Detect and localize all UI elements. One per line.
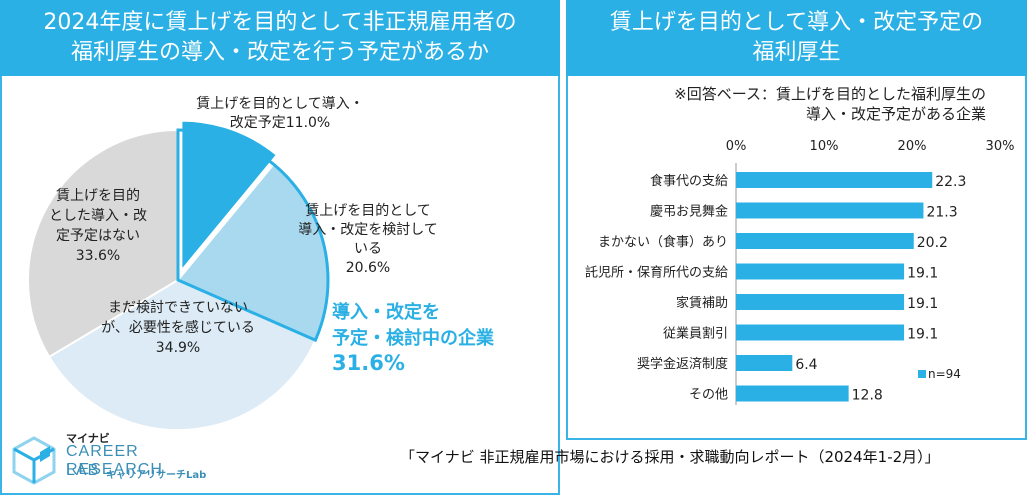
bar-value-label-7: 12.8 (852, 388, 883, 404)
bar-tick-label-3: 30% (986, 139, 1015, 154)
brand-logo: マイナビ CAREER RESEARCH LAB キャリアリサーチLab (10, 430, 240, 490)
pie-label-3-line-0: 賃上げを目的 (56, 188, 140, 204)
logo-brand-small: マイナビ (66, 432, 110, 445)
left-title-line2: 福利厚生の導入・改定を行う予定があるか (70, 40, 489, 65)
bar-4 (736, 294, 905, 310)
bar-category-label-2: まかない（食事）あり (598, 234, 728, 250)
bar-value-label-3: 19.1 (907, 266, 938, 282)
bar-2 (736, 233, 914, 249)
legend-label: n=94 (928, 367, 961, 381)
pie-label-1-line-3: 20.6% (346, 260, 390, 276)
left-panel-title: 2024年度に賃上げを目的として非正規雇用者の 福利厚生の導入・改定を行う予定が… (0, 0, 560, 76)
pie-label-0-line-1: 改定予定11.0% (230, 115, 330, 131)
bar-0 (736, 172, 933, 188)
pie-label-1-line-2: いる (354, 241, 382, 257)
pie-label-3-line-2: 定予定はない (56, 228, 140, 244)
bar-tick-label-0: 0% (726, 139, 747, 154)
logo-sub: キャリアリサーチLab (106, 470, 207, 481)
bar-category-label-4: 家賃補助 (676, 295, 728, 311)
bar-7 (736, 385, 849, 402)
bar-value-label-5: 19.1 (907, 327, 938, 343)
bar-note-line-0: ※回答ベース：賃上げを目的とした福利厚生の (674, 85, 986, 103)
pie-label-1-line-0: 賃上げを目的として (305, 203, 431, 219)
pie-slice-3 (27, 128, 179, 359)
bar-3 (736, 263, 905, 280)
pie-label-2-line-2: 34.9% (156, 340, 200, 356)
bar-5 (736, 324, 905, 341)
pie-slice-0 (180, 119, 279, 274)
logo-main-line2: LAB (66, 462, 100, 479)
pie-label-2-line-1: が、必要性を感じている (101, 319, 255, 336)
pie-annotation-line-1: 予定・検討中の企業 (332, 327, 495, 349)
bar-value-label-0: 22.3 (935, 174, 966, 190)
source-citation: 「マイナビ 非正規雇用市場における採用・求職動向レポート（2024年1-2月）」 (400, 448, 940, 466)
right-panel-title: 賃上げを目的として導入・改定予定の 福利厚生 (566, 0, 1027, 76)
bar-value-label-2: 20.2 (917, 235, 948, 251)
cube-logo-icon (12, 436, 56, 485)
pie-label-0-line-0: 賃上げを目的として導入・ (196, 96, 364, 112)
logo-main-line1: CAREER RESEARCH (66, 443, 163, 478)
pie-annotation-line-0: 導入・改定を (332, 301, 440, 323)
legend-swatch (918, 370, 926, 378)
bar-category-label-3: 託児所・保育所代の支給 (585, 265, 728, 281)
pie-label-3-line-3: 33.6% (76, 248, 120, 264)
bar-category-label-1: 慶弔お見舞金 (650, 204, 728, 220)
pie-chart: 賃上げを目的として導入・改定予定11.0% 賃上げを目的として導入・改定を検討して… (27, 96, 495, 431)
bar-tick-label-2: 20% (898, 139, 927, 154)
bar-tick-label-1: 10% (810, 139, 839, 154)
pie-label-3-line-1: とした導入・改 (49, 208, 147, 224)
pie-highlight-outline (176, 128, 330, 343)
bar-6 (736, 355, 793, 371)
pie-label-1-line-1: 導入・改定を検討して (298, 222, 438, 238)
right-title-line2: 福利厚生 (752, 40, 841, 65)
bar-value-label-1: 21.3 (926, 205, 957, 221)
bar-category-label-0: 食事代の支給 (650, 173, 728, 189)
pie-annotation-line-2: 31.6% (332, 351, 405, 375)
bar-note-line-1: 導入・改定予定がある企業 (806, 105, 986, 123)
bar-category-label-6: 奨学金返済制度 (637, 356, 728, 372)
right-title-line1: 賃上げを目的として導入・改定予定の (609, 10, 984, 35)
pie-label-2-line-0: まだ検討できていない (108, 300, 248, 316)
left-title-line1: 2024年度に賃上げを目的として非正規雇用者の (43, 10, 517, 35)
bar-category-label-7: その他 (689, 388, 728, 403)
bar-category-label-5: 従業員割引 (663, 326, 728, 342)
bar-1 (736, 202, 924, 219)
bar-value-label-4: 19.1 (907, 296, 938, 312)
bar-value-label-6: 6.4 (795, 357, 817, 373)
